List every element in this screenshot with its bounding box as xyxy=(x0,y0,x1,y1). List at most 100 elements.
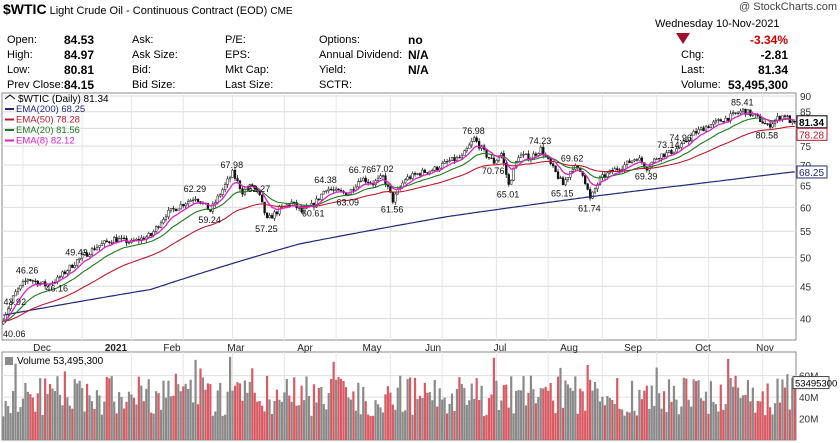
volume-bar xyxy=(29,394,32,440)
x-tick-label: Feb xyxy=(163,343,181,354)
candle-body xyxy=(357,181,360,188)
quote-date: Wednesday 10-Nov-2021 xyxy=(655,18,780,30)
volume-bar xyxy=(470,383,473,440)
y-tick-label: 85 xyxy=(800,108,812,119)
chart-series-title: $WTIC (Daily) 81.34 xyxy=(18,94,109,105)
volume-bar xyxy=(162,380,165,440)
quote-value: 84.97 xyxy=(64,48,95,62)
volume-bar xyxy=(335,379,338,440)
candle-body xyxy=(492,157,496,164)
volume-bar xyxy=(524,405,528,440)
candle-body xyxy=(453,157,456,161)
volume-bar xyxy=(465,404,468,440)
volume-bar xyxy=(302,400,306,440)
candle-body xyxy=(19,285,22,290)
volume-bar xyxy=(722,409,725,440)
volume-bar xyxy=(534,403,537,440)
volume-bar xyxy=(399,375,402,440)
candle-body xyxy=(29,279,32,281)
volume-bar xyxy=(81,388,84,440)
candle-body xyxy=(85,252,89,257)
volume-bar xyxy=(527,392,530,440)
quote-label: Bid Size: xyxy=(132,79,176,91)
volume-bar xyxy=(549,383,552,440)
volume-bar xyxy=(305,376,308,440)
volume-bar xyxy=(630,380,634,440)
y-tick-label: 75 xyxy=(800,142,812,153)
volume-bar xyxy=(453,411,456,440)
volume-bar xyxy=(46,393,49,440)
candle-body xyxy=(507,174,510,185)
volume-bar xyxy=(778,402,782,440)
candle-body xyxy=(428,170,431,174)
volume-bar xyxy=(741,395,745,440)
volume-bar xyxy=(729,378,732,440)
price-annotation: 46.16 xyxy=(45,283,68,293)
volume-bar xyxy=(574,376,577,440)
candle-body xyxy=(709,124,713,128)
volume-bar xyxy=(194,359,197,440)
volume-bar xyxy=(209,384,212,440)
ema50-line xyxy=(3,125,795,322)
candle-body xyxy=(764,123,767,125)
price-annotation: 62.27 xyxy=(248,184,271,194)
volume-bar xyxy=(285,379,288,440)
price-annotation: 61.56 xyxy=(381,204,404,214)
exchange: CME xyxy=(270,6,293,17)
volume-bar xyxy=(480,385,483,440)
volume-bar xyxy=(174,373,177,440)
volume-bar xyxy=(196,404,200,440)
down-arrow-icon xyxy=(676,33,690,44)
candle-body xyxy=(630,160,634,163)
volume-bar xyxy=(265,375,269,440)
quote-label: Ask: xyxy=(132,34,154,46)
volume-bar xyxy=(473,398,476,440)
candle-body xyxy=(334,188,338,191)
volume-bar xyxy=(658,393,661,440)
candle-body xyxy=(110,242,113,244)
volume-bar xyxy=(187,388,190,440)
candle-body xyxy=(196,198,200,202)
volume-bar xyxy=(640,399,643,440)
volume-bar xyxy=(320,386,323,440)
volume-bar xyxy=(53,391,57,440)
legend-entry: EMA(8) 82.12 xyxy=(16,136,75,147)
candle-body xyxy=(11,295,15,303)
candle-body xyxy=(455,157,459,161)
volume-bar xyxy=(766,383,769,440)
symbol[interactable]: $WTIC xyxy=(3,1,47,17)
volume-bar xyxy=(497,409,500,440)
volume-bar xyxy=(690,406,693,440)
volume-bar xyxy=(593,381,597,440)
volume-bar xyxy=(682,377,685,440)
volume-bar xyxy=(522,376,525,440)
volume-bar xyxy=(347,397,350,440)
candle-body xyxy=(246,188,249,190)
candle-body xyxy=(154,226,158,232)
candle-body xyxy=(379,175,382,179)
quote-label: Mkt Cap: xyxy=(225,64,270,76)
price-tag-label: 78.28 xyxy=(799,130,824,141)
candle-body xyxy=(628,160,631,163)
candle-body xyxy=(675,148,678,153)
candle-body xyxy=(670,150,673,154)
candle-body xyxy=(184,203,187,207)
volume-bar xyxy=(519,390,523,440)
candle-body xyxy=(591,191,594,199)
volume-bar xyxy=(246,392,249,440)
candle-body xyxy=(717,119,720,121)
volume-bar xyxy=(586,365,589,440)
volume-bar xyxy=(90,401,94,440)
candle-body xyxy=(90,248,94,256)
candle-body xyxy=(625,160,629,165)
candle-body xyxy=(241,188,244,195)
candle-body xyxy=(83,252,86,255)
candle-body xyxy=(367,181,370,183)
volume-bar xyxy=(475,378,478,440)
volume-bar xyxy=(712,401,715,440)
volume-bar xyxy=(211,415,214,440)
candle-body xyxy=(105,240,108,242)
x-tick-label: Mar xyxy=(227,343,245,354)
price-annotation: 74.96 xyxy=(669,133,692,143)
price-tag xyxy=(796,115,828,129)
